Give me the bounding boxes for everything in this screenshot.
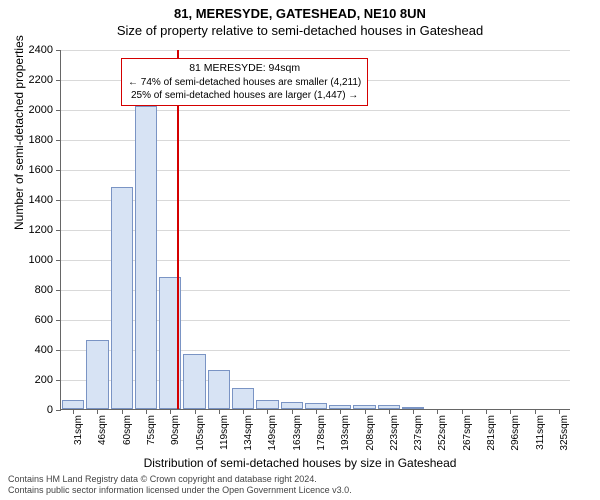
x-axis-label: Distribution of semi-detached houses by …	[0, 456, 600, 470]
histogram-bar	[208, 370, 230, 409]
x-tick	[146, 409, 147, 414]
x-tick-label: 60sqm	[122, 415, 133, 445]
x-tick-label: 223sqm	[389, 415, 400, 451]
x-tick-label: 163sqm	[292, 415, 303, 451]
x-tick-label: 267sqm	[462, 415, 473, 451]
y-tick	[56, 140, 61, 141]
y-tick-label: 1000	[29, 254, 53, 266]
x-tick-label: 296sqm	[510, 415, 521, 451]
x-tick	[73, 409, 74, 414]
x-tick	[365, 409, 366, 414]
x-tick	[219, 409, 220, 414]
x-tick	[559, 409, 560, 414]
y-tick	[56, 200, 61, 201]
y-tick-label: 1600	[29, 164, 53, 176]
y-tick-label: 1400	[29, 194, 53, 206]
x-tick-label: 119sqm	[219, 415, 230, 450]
x-tick-label: 134sqm	[243, 415, 254, 451]
histogram-bar	[135, 106, 157, 409]
x-tick	[462, 409, 463, 414]
y-tick-label: 400	[35, 344, 53, 356]
y-tick	[56, 80, 61, 81]
histogram-bar	[62, 400, 84, 409]
x-tick	[389, 409, 390, 414]
x-tick	[122, 409, 123, 414]
histogram-bar	[232, 388, 254, 409]
y-tick-label: 1200	[29, 224, 53, 236]
x-tick-label: 281sqm	[486, 415, 497, 451]
footer-line1: Contains HM Land Registry data © Crown c…	[8, 474, 352, 485]
x-tick	[195, 409, 196, 414]
x-tick-label: 149sqm	[267, 415, 278, 451]
x-tick-label: 252sqm	[437, 415, 448, 451]
histogram-bar	[256, 400, 278, 409]
x-tick	[413, 409, 414, 414]
y-tick	[56, 320, 61, 321]
x-tick	[316, 409, 317, 414]
histogram-bar	[111, 187, 133, 409]
y-tick-label: 1800	[29, 134, 53, 146]
x-tick	[292, 409, 293, 414]
gridline	[61, 50, 570, 51]
x-tick-label: 325sqm	[559, 415, 570, 451]
x-tick	[486, 409, 487, 414]
footer-line2: Contains public sector information licen…	[8, 485, 352, 496]
annotation-larger: 25% of semi-detached houses are larger (…	[128, 89, 361, 102]
x-tick	[437, 409, 438, 414]
y-tick-label: 2000	[29, 104, 53, 116]
x-tick-label: 75sqm	[146, 415, 157, 445]
x-tick	[510, 409, 511, 414]
y-tick	[56, 110, 61, 111]
y-tick-label: 0	[47, 404, 53, 416]
y-axis-label: Number of semi-detached properties	[12, 35, 26, 230]
y-tick	[56, 170, 61, 171]
histogram-plot: 0200400600800100012001400160018002000220…	[60, 50, 570, 410]
chart-title-desc: Size of property relative to semi-detach…	[0, 21, 600, 38]
y-tick-label: 200	[35, 374, 53, 386]
x-tick-label: 193sqm	[340, 415, 351, 451]
x-tick	[170, 409, 171, 414]
y-tick-label: 2200	[29, 74, 53, 86]
y-tick	[56, 290, 61, 291]
annotation-smaller: ← 74% of semi-detached houses are smalle…	[128, 76, 361, 89]
x-tick	[243, 409, 244, 414]
x-tick	[340, 409, 341, 414]
annotation-box: 81 MERESYDE: 94sqm← 74% of semi-detached…	[121, 58, 368, 106]
y-tick	[56, 410, 61, 411]
x-tick-label: 90sqm	[170, 415, 181, 445]
y-tick	[56, 230, 61, 231]
y-tick-label: 800	[35, 284, 53, 296]
histogram-bar	[86, 340, 108, 409]
x-tick	[267, 409, 268, 414]
x-tick-label: 208sqm	[365, 415, 376, 451]
x-tick-label: 237sqm	[413, 415, 424, 451]
footer-attribution: Contains HM Land Registry data © Crown c…	[8, 474, 352, 497]
x-tick-label: 105sqm	[195, 415, 206, 451]
y-tick	[56, 350, 61, 351]
y-tick	[56, 380, 61, 381]
chart-title-address: 81, MERESYDE, GATESHEAD, NE10 8UN	[0, 0, 600, 21]
histogram-bar	[183, 354, 205, 410]
x-tick-label: 46sqm	[97, 415, 108, 445]
y-tick	[56, 50, 61, 51]
y-tick-label: 2400	[29, 44, 53, 56]
y-tick	[56, 260, 61, 261]
y-tick-label: 600	[35, 314, 53, 326]
x-tick	[535, 409, 536, 414]
x-tick-label: 31sqm	[73, 415, 84, 445]
x-tick-label: 311sqm	[535, 415, 546, 450]
x-tick	[97, 409, 98, 414]
annotation-title: 81 MERESYDE: 94sqm	[128, 62, 361, 76]
histogram-bar	[281, 402, 303, 410]
x-tick-label: 178sqm	[316, 415, 327, 451]
